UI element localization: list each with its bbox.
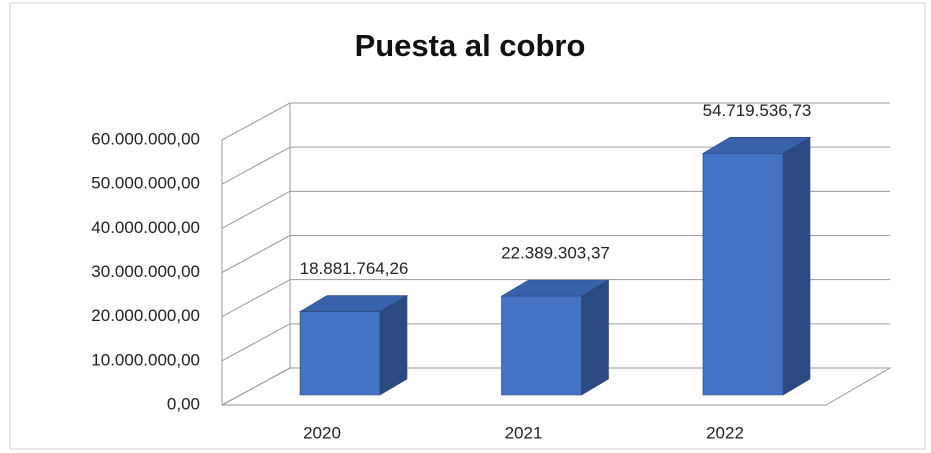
grid-line bbox=[221, 279, 291, 318]
bar bbox=[701, 136, 812, 396]
y-tick-label: 30.000.000,00 bbox=[91, 262, 200, 281]
bar-front bbox=[501, 295, 582, 396]
y-tick-label: 60.000.000,00 bbox=[91, 129, 200, 148]
bar bbox=[298, 295, 409, 396]
bar-front bbox=[299, 311, 381, 396]
chart-title: Puesta al cobro bbox=[355, 28, 586, 63]
data-label: 54.719.536,73 bbox=[703, 101, 812, 120]
grid-line bbox=[221, 102, 291, 141]
y-tick-label: 20.000.000,00 bbox=[91, 306, 200, 325]
grid-line bbox=[221, 367, 291, 406]
bar-side bbox=[782, 136, 811, 396]
x-tick-label: 2021 bbox=[505, 423, 543, 442]
y-tick-label: 0,00 bbox=[167, 394, 200, 413]
grid-line bbox=[221, 323, 291, 362]
grid-line bbox=[221, 190, 291, 229]
data-label: 18.881.764,26 bbox=[300, 259, 409, 278]
grid-line bbox=[221, 146, 291, 185]
bar-side bbox=[379, 295, 408, 396]
x-tick-label: 2020 bbox=[303, 423, 341, 442]
frame bbox=[9, 2, 926, 450]
bar-front bbox=[702, 153, 784, 396]
bar-side bbox=[581, 279, 609, 396]
y-tick-label: 40.000.000,00 bbox=[91, 218, 200, 237]
x-tick-label: 2022 bbox=[706, 423, 744, 442]
bar bbox=[500, 279, 610, 396]
grid-line bbox=[221, 235, 291, 273]
y-tick-label: 50.000.000,00 bbox=[91, 174, 200, 193]
y-tick-label: 10.000.000,00 bbox=[91, 350, 200, 369]
data-label: 22.389.303,37 bbox=[501, 244, 610, 263]
